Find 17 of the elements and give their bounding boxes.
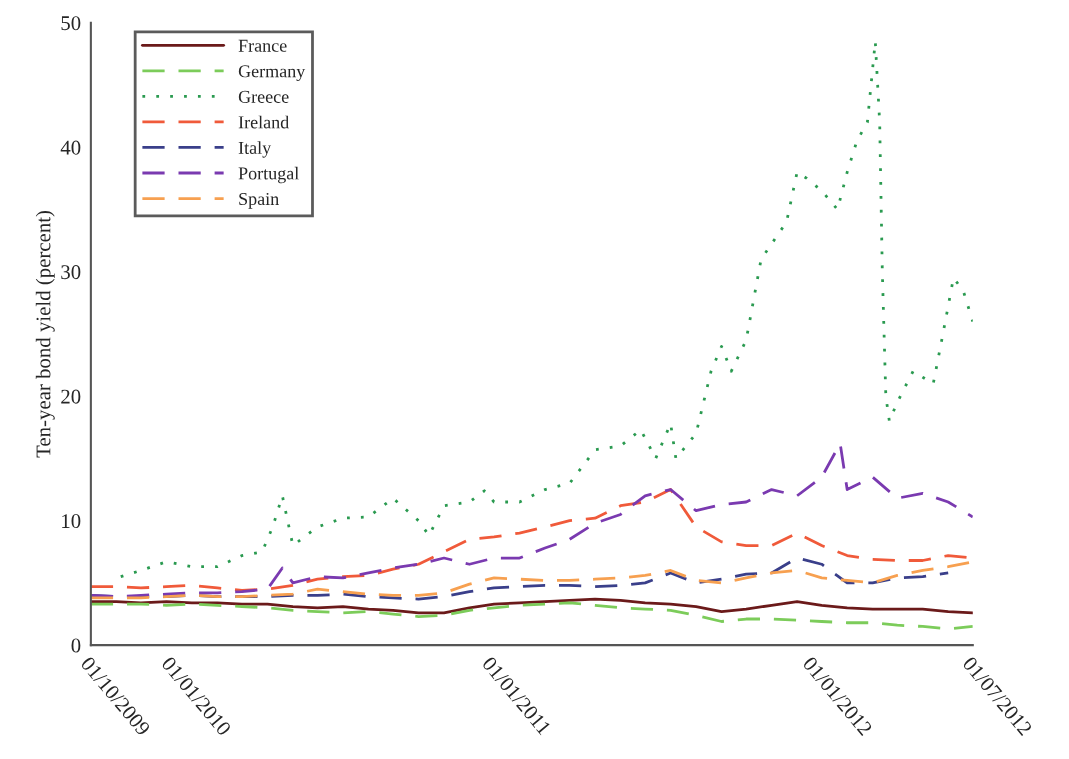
legend-label: Greece: [238, 90, 289, 103]
y-tick-label: 50: [61, 16, 81, 31]
line-series: [119, 40, 973, 579]
legend-label: Portugal: [238, 166, 299, 184]
legend-label: Germany: [238, 65, 306, 82]
y-tick-label: 0: [71, 638, 81, 653]
legend-label: Spain: [239, 192, 279, 209]
y-tick-label: 20: [61, 389, 81, 404]
y-tick-label: 10: [62, 514, 81, 529]
line-series: [90, 601, 973, 631]
y-tick-label: 30: [61, 265, 81, 280]
line-series: [90, 597, 973, 615]
legend-label: France: [238, 39, 287, 52]
y-tick-label: 40: [60, 140, 81, 155]
y-axis-title: Ten-year bond yield (percent): [35, 210, 55, 458]
legend-label: Ireland: [238, 115, 289, 129]
legend-label: Italy: [238, 141, 272, 158]
